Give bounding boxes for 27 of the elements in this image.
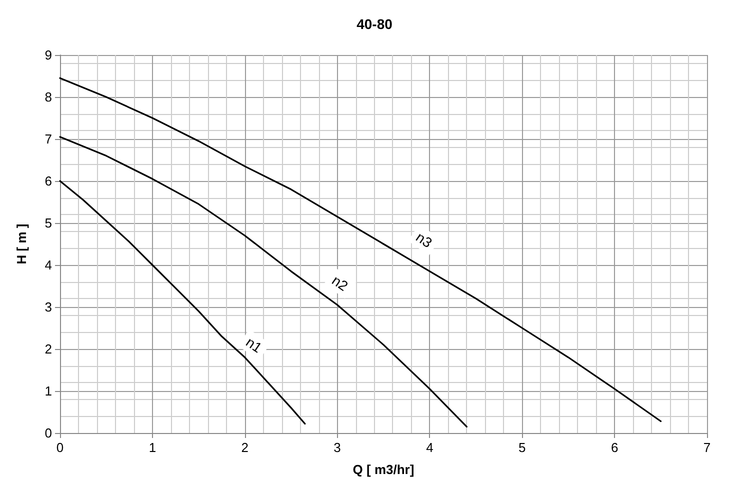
x-tick-label: 2 (241, 440, 248, 455)
line-series (59, 77, 662, 422)
y-tick-label: 5 (44, 216, 52, 230)
y-tick-label: 2 (44, 342, 52, 356)
y-tick-label: 0 (44, 426, 52, 440)
y-tick-label: 8 (44, 90, 52, 104)
annotation: n3 (413, 228, 436, 251)
y-tick-label: 1 (44, 384, 52, 398)
y-tick-label: 3 (44, 300, 52, 314)
y-tick-label: 4 (44, 258, 52, 272)
x-tick-label: 7 (703, 440, 711, 455)
annotation: n2 (329, 272, 352, 294)
y-tick-label: 9 (44, 48, 52, 62)
x-tick-label: 5 (518, 440, 526, 455)
x-tick-label: 6 (610, 440, 618, 455)
chart-title: 40-80 (356, 16, 393, 32)
y-tick-label: 6 (44, 174, 52, 188)
x-axis-title: Q [ m3/hr] (352, 462, 414, 477)
x-tick-label: 0 (56, 440, 64, 455)
x-tick-label: 3 (334, 440, 341, 455)
line-series (59, 136, 468, 428)
y-axis-title: H [ m ] (14, 224, 29, 264)
line-series (59, 180, 306, 425)
annotation: n1 (243, 334, 266, 356)
x-tick-label: 4 (426, 440, 434, 455)
y-tick-label: 7 (44, 132, 52, 146)
x-tick-label: 1 (148, 440, 156, 455)
